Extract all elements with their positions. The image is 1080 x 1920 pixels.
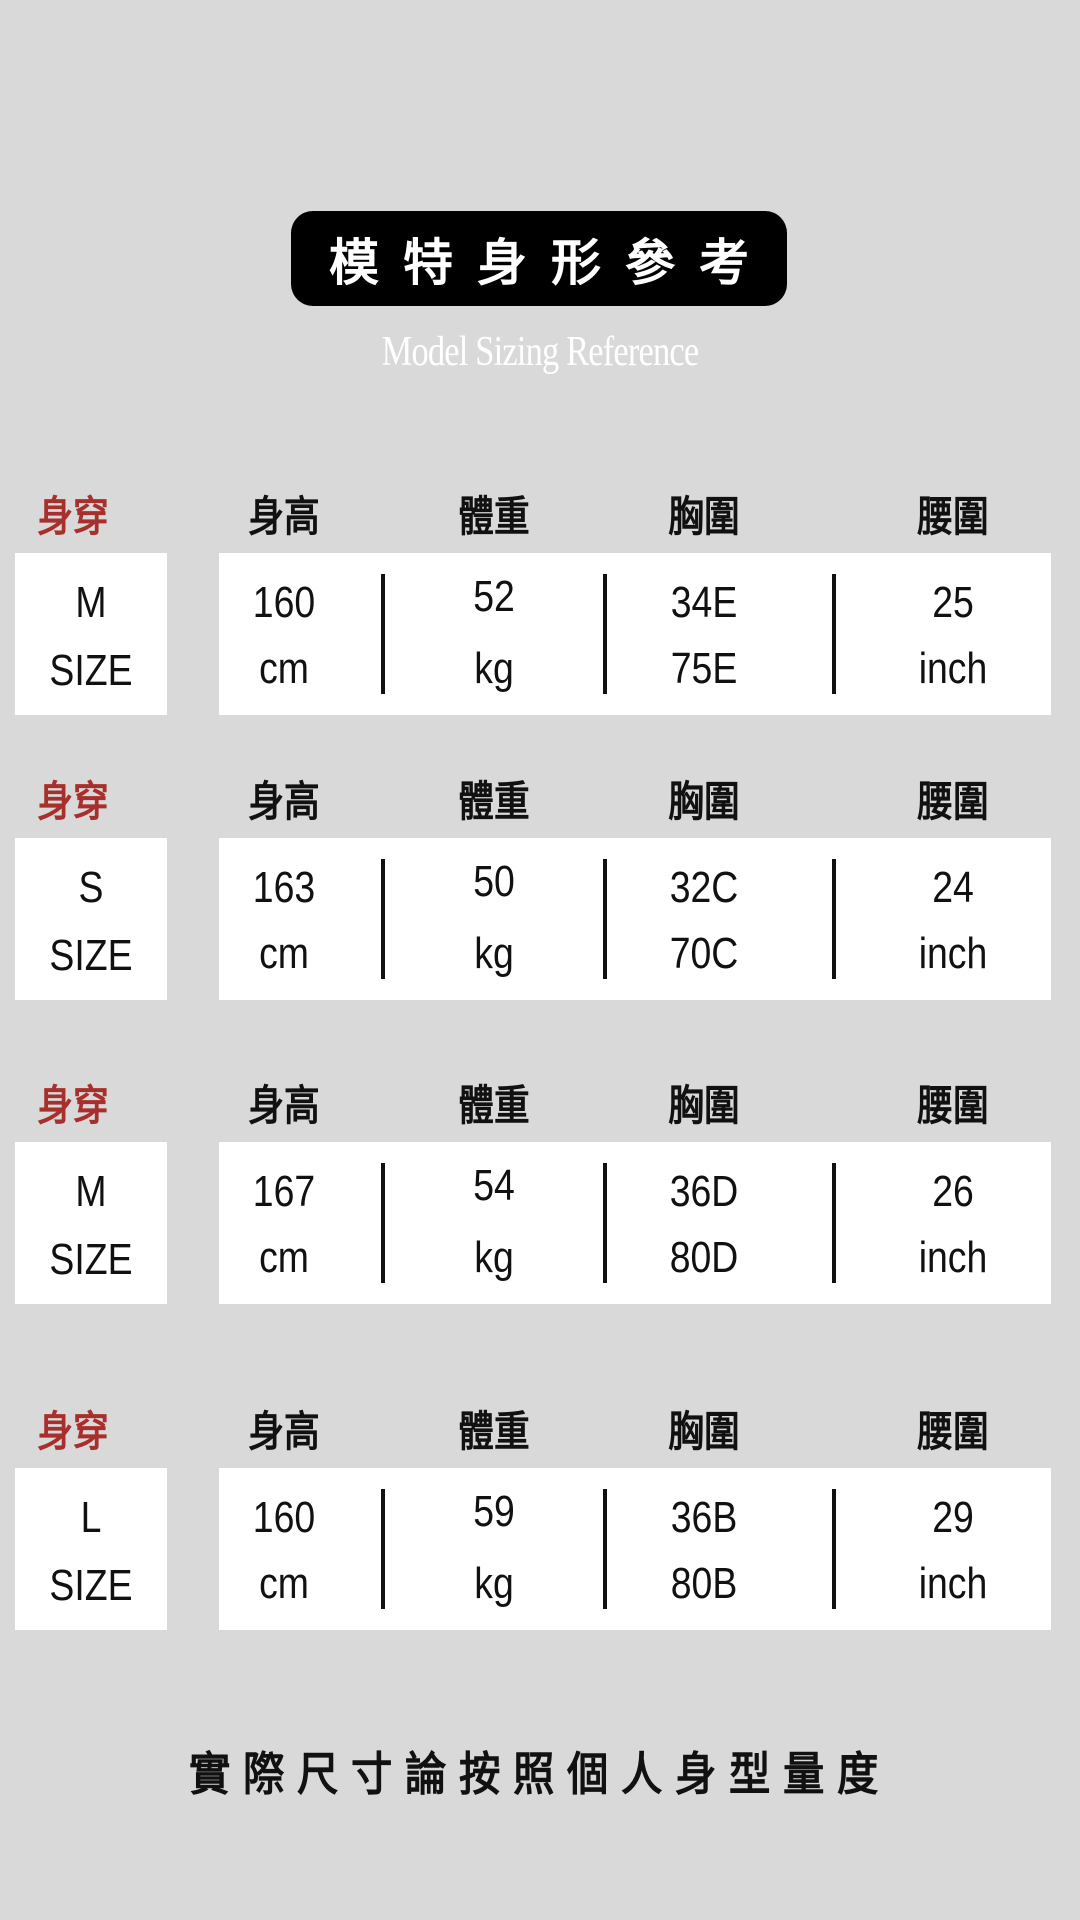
column-divider xyxy=(832,1489,836,1609)
size-label: SIZE xyxy=(49,931,133,980)
weight_unit-value: kg xyxy=(474,1559,514,1608)
weight-value: 54 xyxy=(473,1161,515,1210)
column-divider xyxy=(381,1163,385,1283)
waist-value: 24 xyxy=(932,863,974,912)
column-divider xyxy=(603,574,607,694)
waist-value: 29 xyxy=(932,1493,974,1542)
size-value: M xyxy=(75,1167,107,1216)
height_unit-value: cm xyxy=(259,1559,309,1608)
height-value: 160 xyxy=(252,578,316,627)
page-title: 模特身形參考 xyxy=(329,233,773,292)
header-wear: 身穿 xyxy=(37,492,109,541)
waist-value: 25 xyxy=(932,578,974,627)
column-divider xyxy=(381,1489,385,1609)
header-height: 身高 xyxy=(248,777,320,826)
size-cell: S SIZE xyxy=(15,838,167,1000)
weight-value: 59 xyxy=(473,1487,515,1536)
header-wear: 身穿 xyxy=(37,777,109,826)
bust2-value: 80D xyxy=(669,1233,739,1282)
header-weight: 體重 xyxy=(458,777,530,826)
measurement-row: 167 cm 54 kg 36D 80D 26 inch xyxy=(219,1142,1051,1304)
weight-value: 52 xyxy=(473,572,515,621)
header-bust: 胸圍 xyxy=(668,777,740,826)
header-bust: 胸圍 xyxy=(668,1081,740,1130)
header-waist: 腰圍 xyxy=(917,492,989,541)
waist_unit-value: inch xyxy=(918,644,988,693)
weight-value: 50 xyxy=(473,857,515,906)
measurement-row: 160 cm 59 kg 36B 80B 29 inch xyxy=(219,1468,1051,1630)
size-value: S xyxy=(78,863,104,912)
column-divider xyxy=(381,859,385,979)
measurement-row: 160 cm 52 kg 34E 75E 25 inch xyxy=(219,553,1051,715)
column-divider xyxy=(603,1163,607,1283)
size-label: SIZE xyxy=(49,1561,133,1610)
header-waist: 腰圍 xyxy=(917,1081,989,1130)
header-bust: 胸圍 xyxy=(668,1407,740,1456)
column-divider xyxy=(603,1489,607,1609)
height-value: 160 xyxy=(252,1493,316,1542)
bust1-value: 32C xyxy=(669,863,739,912)
header-weight: 體重 xyxy=(458,1081,530,1130)
size-value: L xyxy=(80,1493,102,1542)
size-label: SIZE xyxy=(49,1235,133,1284)
header-waist: 腰圍 xyxy=(917,1407,989,1456)
header-height: 身高 xyxy=(248,1407,320,1456)
header-waist: 腰圍 xyxy=(917,777,989,826)
height_unit-value: cm xyxy=(259,1233,309,1282)
bust2-value: 70C xyxy=(669,929,739,978)
waist_unit-value: inch xyxy=(918,929,988,978)
size-cell: L SIZE xyxy=(15,1468,167,1630)
height_unit-value: cm xyxy=(259,929,309,978)
measurement-row: 163 cm 50 kg 32C 70C 24 inch xyxy=(219,838,1051,1000)
header-weight: 體重 xyxy=(458,1407,530,1456)
size-cell: M SIZE xyxy=(15,553,167,715)
size-cell: M SIZE xyxy=(15,1142,167,1304)
size-value: M xyxy=(75,578,107,627)
height-value: 167 xyxy=(252,1167,316,1216)
bust1-value: 34E xyxy=(670,578,738,627)
page-subtitle: Model Sizing Reference xyxy=(381,329,699,375)
footer-note: 實際尺寸論按照個人身型量度 xyxy=(189,1747,891,1801)
weight_unit-value: kg xyxy=(474,1233,514,1282)
header-wear: 身穿 xyxy=(37,1407,109,1456)
bust2-value: 75E xyxy=(670,644,738,693)
column-divider xyxy=(832,574,836,694)
size-label: SIZE xyxy=(49,646,133,695)
header-weight: 體重 xyxy=(458,492,530,541)
header-bust: 胸圍 xyxy=(668,492,740,541)
bust2-value: 80B xyxy=(670,1559,738,1608)
column-divider xyxy=(832,859,836,979)
weight_unit-value: kg xyxy=(474,929,514,978)
header-height: 身高 xyxy=(248,492,320,541)
bust1-value: 36D xyxy=(669,1167,739,1216)
header-wear: 身穿 xyxy=(37,1081,109,1130)
header-height: 身高 xyxy=(248,1081,320,1130)
height_unit-value: cm xyxy=(259,644,309,693)
column-divider xyxy=(603,859,607,979)
waist_unit-value: inch xyxy=(918,1233,988,1282)
waist-value: 26 xyxy=(932,1167,974,1216)
title-badge: 模特身形參考 xyxy=(291,211,787,306)
column-divider xyxy=(381,574,385,694)
column-divider xyxy=(832,1163,836,1283)
height-value: 163 xyxy=(252,863,316,912)
bust1-value: 36B xyxy=(670,1493,738,1542)
waist_unit-value: inch xyxy=(918,1559,988,1608)
weight_unit-value: kg xyxy=(474,644,514,693)
